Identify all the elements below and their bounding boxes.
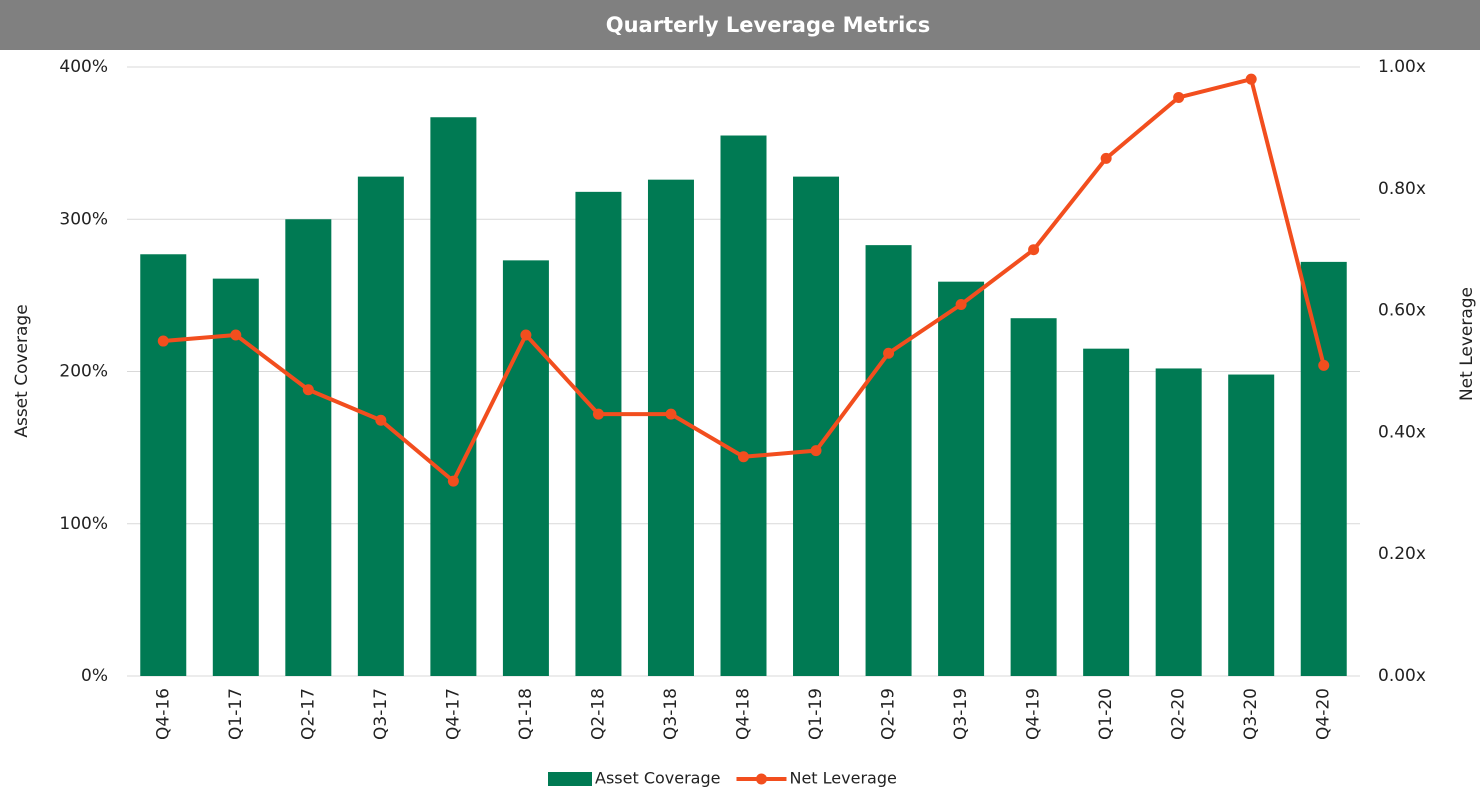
- line-marker: [302, 384, 314, 396]
- line-marker: [955, 299, 967, 311]
- line-marker: [230, 329, 242, 341]
- bar: [575, 191, 622, 676]
- y2-tick-label: 0.00x: [1378, 666, 1426, 686]
- line-marker: [592, 408, 604, 420]
- y-tick-label: 0%: [81, 666, 108, 686]
- line-marker: [1173, 91, 1185, 103]
- bar: [647, 179, 694, 677]
- x-tick-label: Q3-19: [951, 688, 971, 740]
- y2-tick-label: 1.00x: [1378, 57, 1426, 77]
- y-tick-label: 100%: [59, 514, 108, 534]
- y-tick-label: 400%: [59, 57, 108, 77]
- line-marker: [447, 475, 459, 487]
- y2-tick-label: 0.40x: [1378, 422, 1426, 442]
- bar: [720, 135, 767, 676]
- x-tick-label: Q4-20: [1314, 688, 1334, 740]
- x-tick-label: Q1-20: [1096, 688, 1116, 740]
- bar: [285, 219, 332, 676]
- bar: [502, 260, 549, 676]
- y-tick-label: 200%: [59, 362, 108, 382]
- y-axis-label: Asset Coverage: [12, 304, 32, 437]
- legend-label: Asset Coverage: [595, 769, 720, 788]
- x-tick-label: Q2-18: [588, 688, 608, 740]
- y2-axis-label: Net Leverage: [1457, 287, 1477, 401]
- line-marker: [157, 335, 169, 347]
- y2-tick-label: 0.80x: [1378, 179, 1426, 199]
- x-tick-label: Q4-16: [153, 688, 173, 740]
- x-tick-label: Q4-18: [734, 688, 754, 740]
- line-marker: [1318, 359, 1330, 371]
- y2-tick-label: 0.20x: [1378, 544, 1426, 564]
- x-tick-label: Q4-19: [1024, 688, 1044, 740]
- legend-swatch: [755, 773, 767, 785]
- line-marker: [520, 329, 532, 341]
- bar: [1010, 318, 1057, 676]
- x-tick-label: Q2-19: [879, 688, 899, 740]
- x-tick-label: Q2-17: [298, 688, 318, 740]
- line-marker: [1028, 244, 1040, 256]
- title-bar: [0, 0, 1480, 50]
- x-tick-label: Q1-18: [516, 688, 536, 740]
- x-tick-label: Q4-17: [443, 688, 463, 740]
- legend-swatch: [548, 772, 592, 786]
- bar: [938, 281, 985, 676]
- line-marker: [375, 414, 387, 426]
- line-marker: [883, 347, 895, 359]
- legend-label: Net Leverage: [789, 769, 896, 788]
- y-tick-label: 300%: [59, 209, 108, 229]
- x-tick-label: Q3-18: [661, 688, 681, 740]
- bar: [793, 176, 840, 676]
- line-marker: [1100, 152, 1112, 164]
- x-tick-label: Q1-19: [806, 688, 826, 740]
- bar: [140, 254, 187, 676]
- bar: [1155, 368, 1202, 676]
- chart-title: Quarterly Leverage Metrics: [606, 13, 931, 37]
- bar: [357, 176, 404, 676]
- line-marker: [1245, 73, 1257, 85]
- bar: [1300, 261, 1347, 676]
- line-marker: [738, 451, 749, 463]
- bar: [1228, 374, 1275, 676]
- line-marker: [665, 408, 677, 420]
- x-tick-label: Q3-17: [371, 688, 391, 740]
- bar: [430, 117, 477, 677]
- bar: [865, 245, 912, 676]
- y2-tick-label: 0.60x: [1378, 301, 1426, 321]
- bar: [1083, 348, 1130, 676]
- x-tick-label: Q3-20: [1241, 688, 1261, 740]
- x-tick-label: Q1-17: [226, 688, 246, 740]
- line-marker: [810, 445, 822, 457]
- x-tick-label: Q2-20: [1169, 688, 1189, 740]
